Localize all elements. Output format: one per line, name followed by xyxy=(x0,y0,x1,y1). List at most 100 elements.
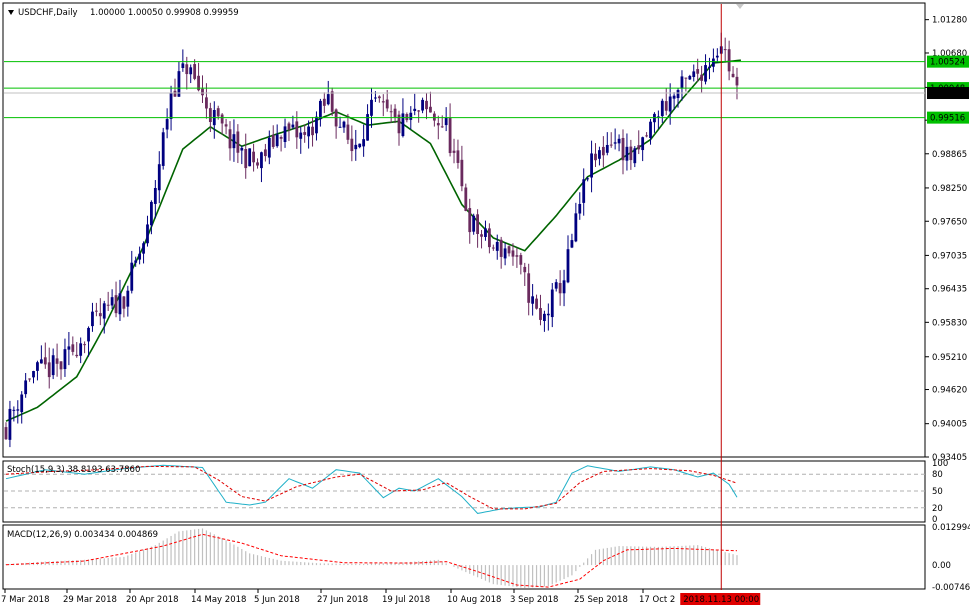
candle-body xyxy=(291,125,294,128)
candle-body xyxy=(700,75,703,81)
candle-body xyxy=(598,150,601,159)
candle-body xyxy=(350,139,353,151)
candle-body xyxy=(229,129,232,148)
candle-body xyxy=(460,160,463,186)
candle-body xyxy=(319,101,322,119)
candle-body xyxy=(629,147,632,161)
candle-body xyxy=(500,240,503,257)
candle-body xyxy=(268,138,271,158)
candle-body xyxy=(280,137,283,139)
candle-body xyxy=(618,139,621,144)
candle-body xyxy=(233,134,236,148)
time-tick-label: 25 Sep 2018 xyxy=(574,595,628,605)
candle-body xyxy=(394,109,397,118)
candle-body xyxy=(32,371,35,377)
candle-body xyxy=(138,254,141,260)
candle-body xyxy=(103,303,106,318)
candle-body xyxy=(142,243,145,253)
candle-body xyxy=(20,394,23,412)
candle-body xyxy=(704,65,707,82)
candle-body xyxy=(299,133,302,139)
candle-body xyxy=(413,109,416,111)
candle-body xyxy=(649,122,652,138)
stoch-tick-label: 20 xyxy=(932,504,943,514)
price-tick-label: 0.94620 xyxy=(932,386,967,396)
candle-body xyxy=(622,138,625,160)
candle-body xyxy=(453,151,456,153)
candle-body xyxy=(665,101,668,111)
candle-body xyxy=(362,139,365,146)
candle-body xyxy=(284,126,287,142)
candle-body xyxy=(248,148,251,166)
candle-body xyxy=(217,108,220,116)
candle-body xyxy=(661,101,664,116)
candle-body xyxy=(99,313,102,316)
candle-body xyxy=(382,101,385,102)
candle-body xyxy=(107,305,110,306)
level-price-tag-label: 0.99516 xyxy=(930,114,965,124)
candle-body xyxy=(111,297,114,305)
candle-body xyxy=(162,132,165,166)
time-tick-label: 19 Jul 2018 xyxy=(382,595,430,605)
candle-body xyxy=(523,267,526,272)
candle-body xyxy=(83,344,86,345)
candle-body xyxy=(225,124,228,126)
price-tick-label: 0.97035 xyxy=(932,251,967,261)
candle-body xyxy=(417,110,420,111)
candle-body xyxy=(547,314,550,316)
candle-body xyxy=(221,115,224,124)
price-tick-label: 0.95830 xyxy=(932,318,967,328)
candle-body xyxy=(12,410,15,411)
candle-body xyxy=(457,150,460,163)
candle-body xyxy=(146,224,149,243)
candle-body xyxy=(578,204,581,214)
candle-body xyxy=(681,76,684,88)
candle-body xyxy=(28,378,31,379)
candle-body xyxy=(201,89,204,96)
candle-body xyxy=(158,164,161,190)
candle-body xyxy=(551,290,554,318)
candle-body xyxy=(185,64,188,74)
candle-body xyxy=(637,145,640,149)
candle-body xyxy=(374,97,377,98)
candle-body xyxy=(244,149,247,168)
candle-body xyxy=(115,295,118,313)
candle-body xyxy=(488,228,491,247)
candle-body xyxy=(586,178,589,179)
candle-body xyxy=(307,127,310,137)
candle-body xyxy=(166,119,169,129)
candle-body xyxy=(433,114,436,121)
candle-body xyxy=(64,349,67,369)
candle-body xyxy=(567,249,570,282)
candle-body xyxy=(44,357,47,364)
candle-body xyxy=(531,296,534,303)
candle-body xyxy=(472,216,475,232)
candle-body xyxy=(539,308,542,320)
candle-body xyxy=(677,90,680,98)
candle-body xyxy=(295,121,298,137)
candle-body xyxy=(732,74,735,77)
price-tick-label: 0.98865 xyxy=(932,150,967,160)
candle-body xyxy=(134,260,137,262)
candle-body xyxy=(174,91,177,97)
stoch-label: Stoch(15,9,3) 38.8193 63.7860 xyxy=(7,465,140,475)
candle-body xyxy=(67,346,70,349)
price-tags: 1.005241.000480.995160.99959 xyxy=(927,56,969,124)
candle-body xyxy=(123,296,126,308)
candle-body xyxy=(512,250,515,256)
candle-body xyxy=(52,355,55,375)
candle-body xyxy=(449,118,452,153)
candle-body xyxy=(256,162,259,165)
candle-body xyxy=(150,202,153,225)
macd-tick-label: -0.007469 xyxy=(932,583,970,593)
candle-body xyxy=(236,131,239,152)
time-tick-label: 17 Oct 2 xyxy=(639,595,675,605)
candle-body xyxy=(56,358,59,363)
current-price-tag-label: 0.99959 xyxy=(930,89,965,99)
time-tick-label: 20 Apr 2018 xyxy=(126,595,179,605)
candle-body xyxy=(571,240,574,247)
candle-body xyxy=(590,153,593,177)
candle-body xyxy=(405,114,408,120)
